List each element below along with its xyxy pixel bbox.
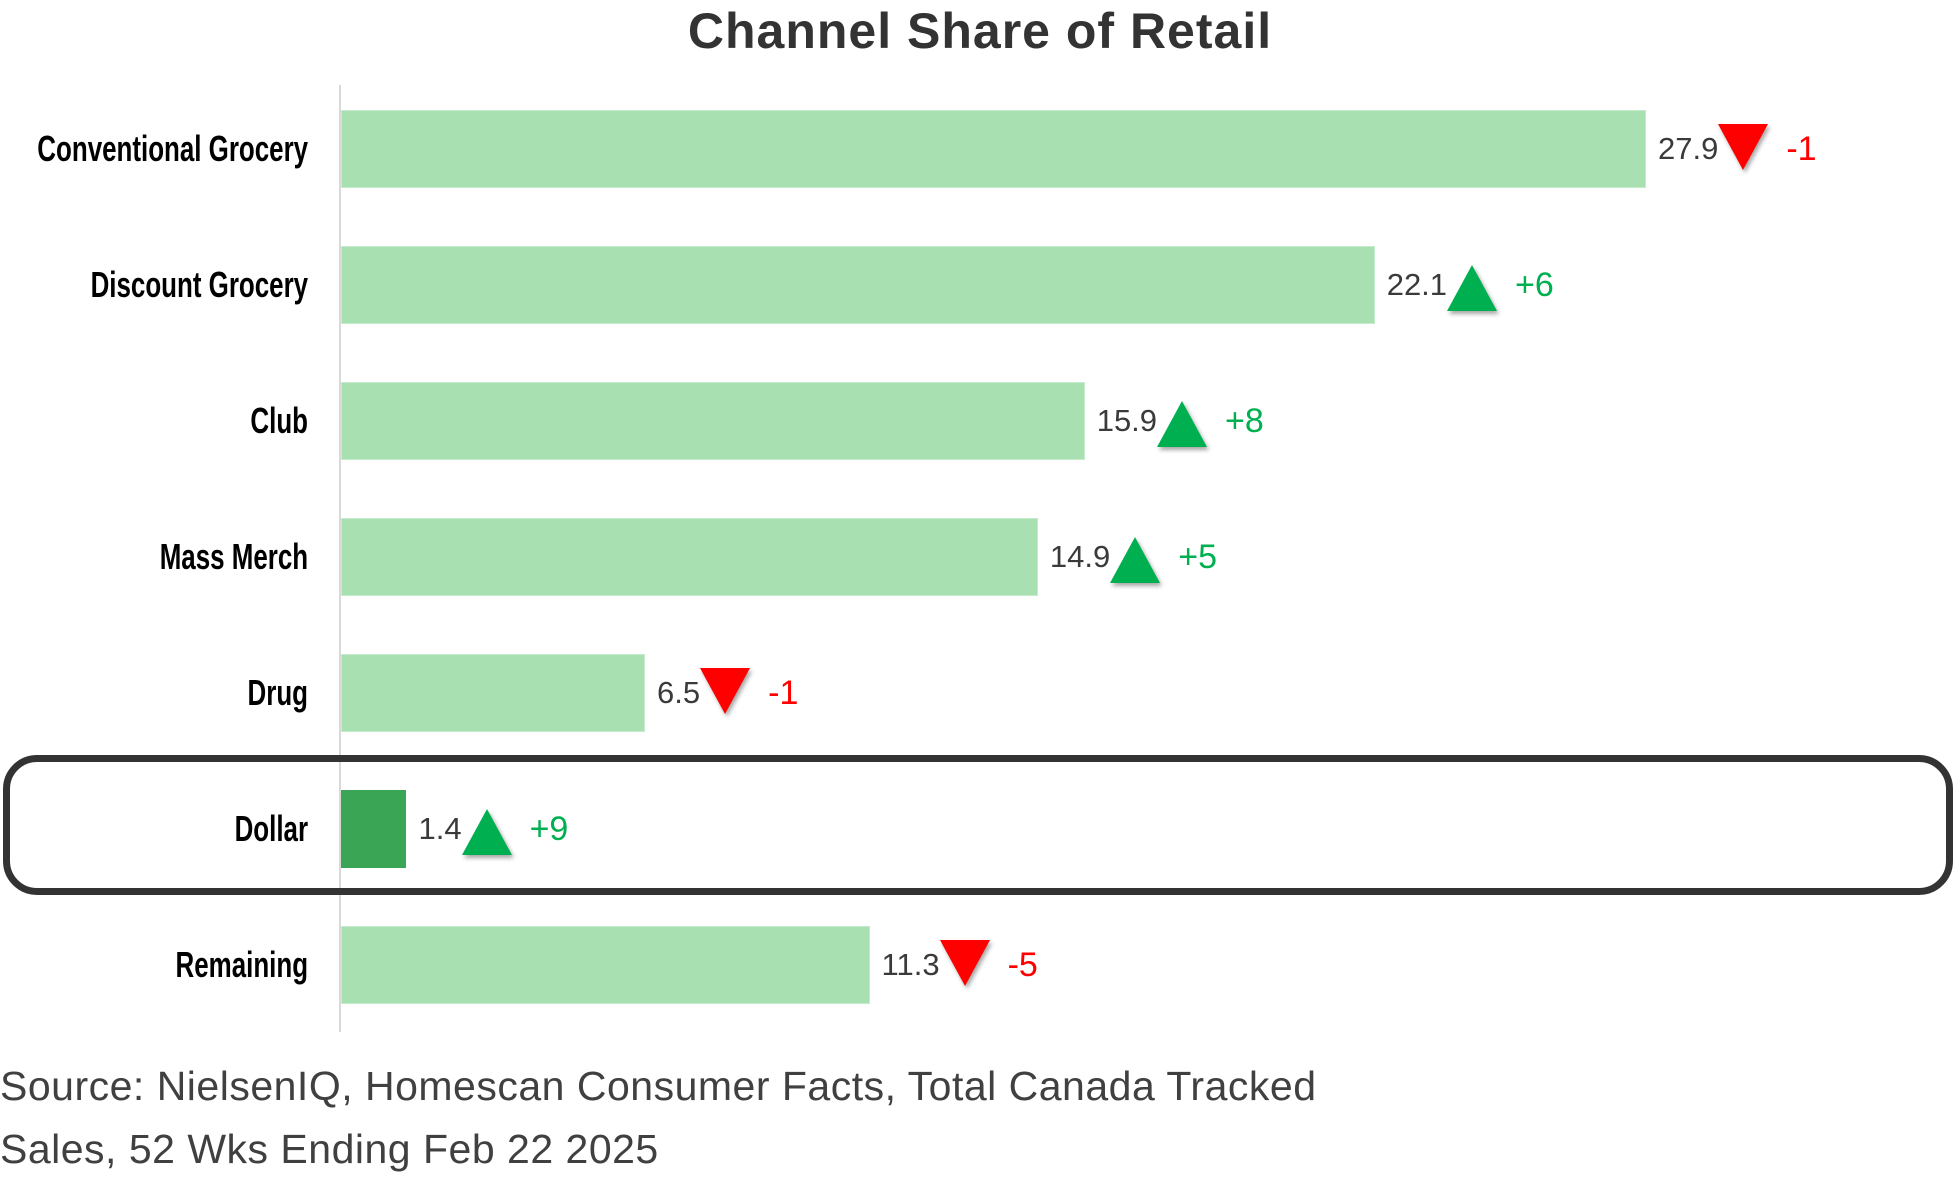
category-label-club: Club [250, 400, 308, 441]
data-label-group-discount-grocery: 22.1 +6 [1387, 246, 1554, 324]
dollar-highlight-box [3, 755, 1953, 895]
data-label-group-drug: 6.5 -1 [657, 654, 798, 732]
category-label-remaining: Remaining [175, 944, 308, 985]
category-label-discount-grocery: Discount Grocery [90, 264, 308, 305]
category-label-conventional-grocery: Conventional Grocery [37, 128, 308, 169]
change-label: +9 [529, 809, 569, 848]
bar-drug [341, 654, 646, 732]
category-axis-line [339, 85, 341, 1032]
category-label-drug: Drug [247, 672, 308, 713]
up-triangle-icon [461, 809, 512, 855]
down-triangle-icon [939, 940, 990, 986]
up-triangle-icon [1110, 537, 1161, 583]
value-label: 27.9 [1658, 131, 1719, 166]
value-label: 15.9 [1096, 403, 1158, 438]
category-label-mass-merch: Mass Merch [159, 536, 308, 577]
chart-title: Channel Share of Retail [687, 3, 1273, 59]
bar-remaining [341, 926, 870, 1004]
data-label-group-remaining: 11.3 -5 [882, 926, 1038, 1004]
change-label: +8 [1225, 401, 1264, 440]
data-label-group-mass-merch: 14.9 +5 [1050, 518, 1217, 596]
change-label: -5 [1007, 945, 1038, 984]
value-label: 22.1 [1386, 267, 1448, 302]
bar-discount-grocery [341, 246, 1375, 324]
bar-conventional-grocery [341, 110, 1646, 188]
value-label: 6.5 [657, 675, 701, 710]
down-triangle-icon [1718, 124, 1769, 170]
source-note-line1: Source: NielsenIQ, Homescan Consumer Fac… [0, 1063, 1317, 1109]
change-label: +6 [1515, 265, 1554, 304]
category-label-dollar: Dollar [234, 808, 308, 849]
data-label-group-conventional-grocery: 27.9 -1 [1658, 110, 1817, 188]
value-label: 11.3 [881, 947, 940, 982]
value-label: 1.4 [418, 811, 462, 846]
bar-club [341, 382, 1085, 460]
value-label: 14.9 [1049, 539, 1111, 574]
data-label-group-club: 15.9 +8 [1097, 382, 1264, 460]
down-triangle-icon [700, 668, 751, 714]
change-label: -1 [1786, 129, 1817, 168]
up-triangle-icon [1157, 401, 1208, 447]
change-label: -1 [768, 673, 799, 712]
source-note-line2: Sales, 52 Wks Ending Feb 22 2025 [0, 1126, 659, 1172]
bar-mass-merch [341, 518, 1038, 596]
up-triangle-icon [1447, 265, 1498, 311]
bar-dollar [341, 790, 407, 868]
change-label: +5 [1178, 537, 1218, 576]
data-label-group-dollar: 1.4 +9 [418, 790, 568, 868]
